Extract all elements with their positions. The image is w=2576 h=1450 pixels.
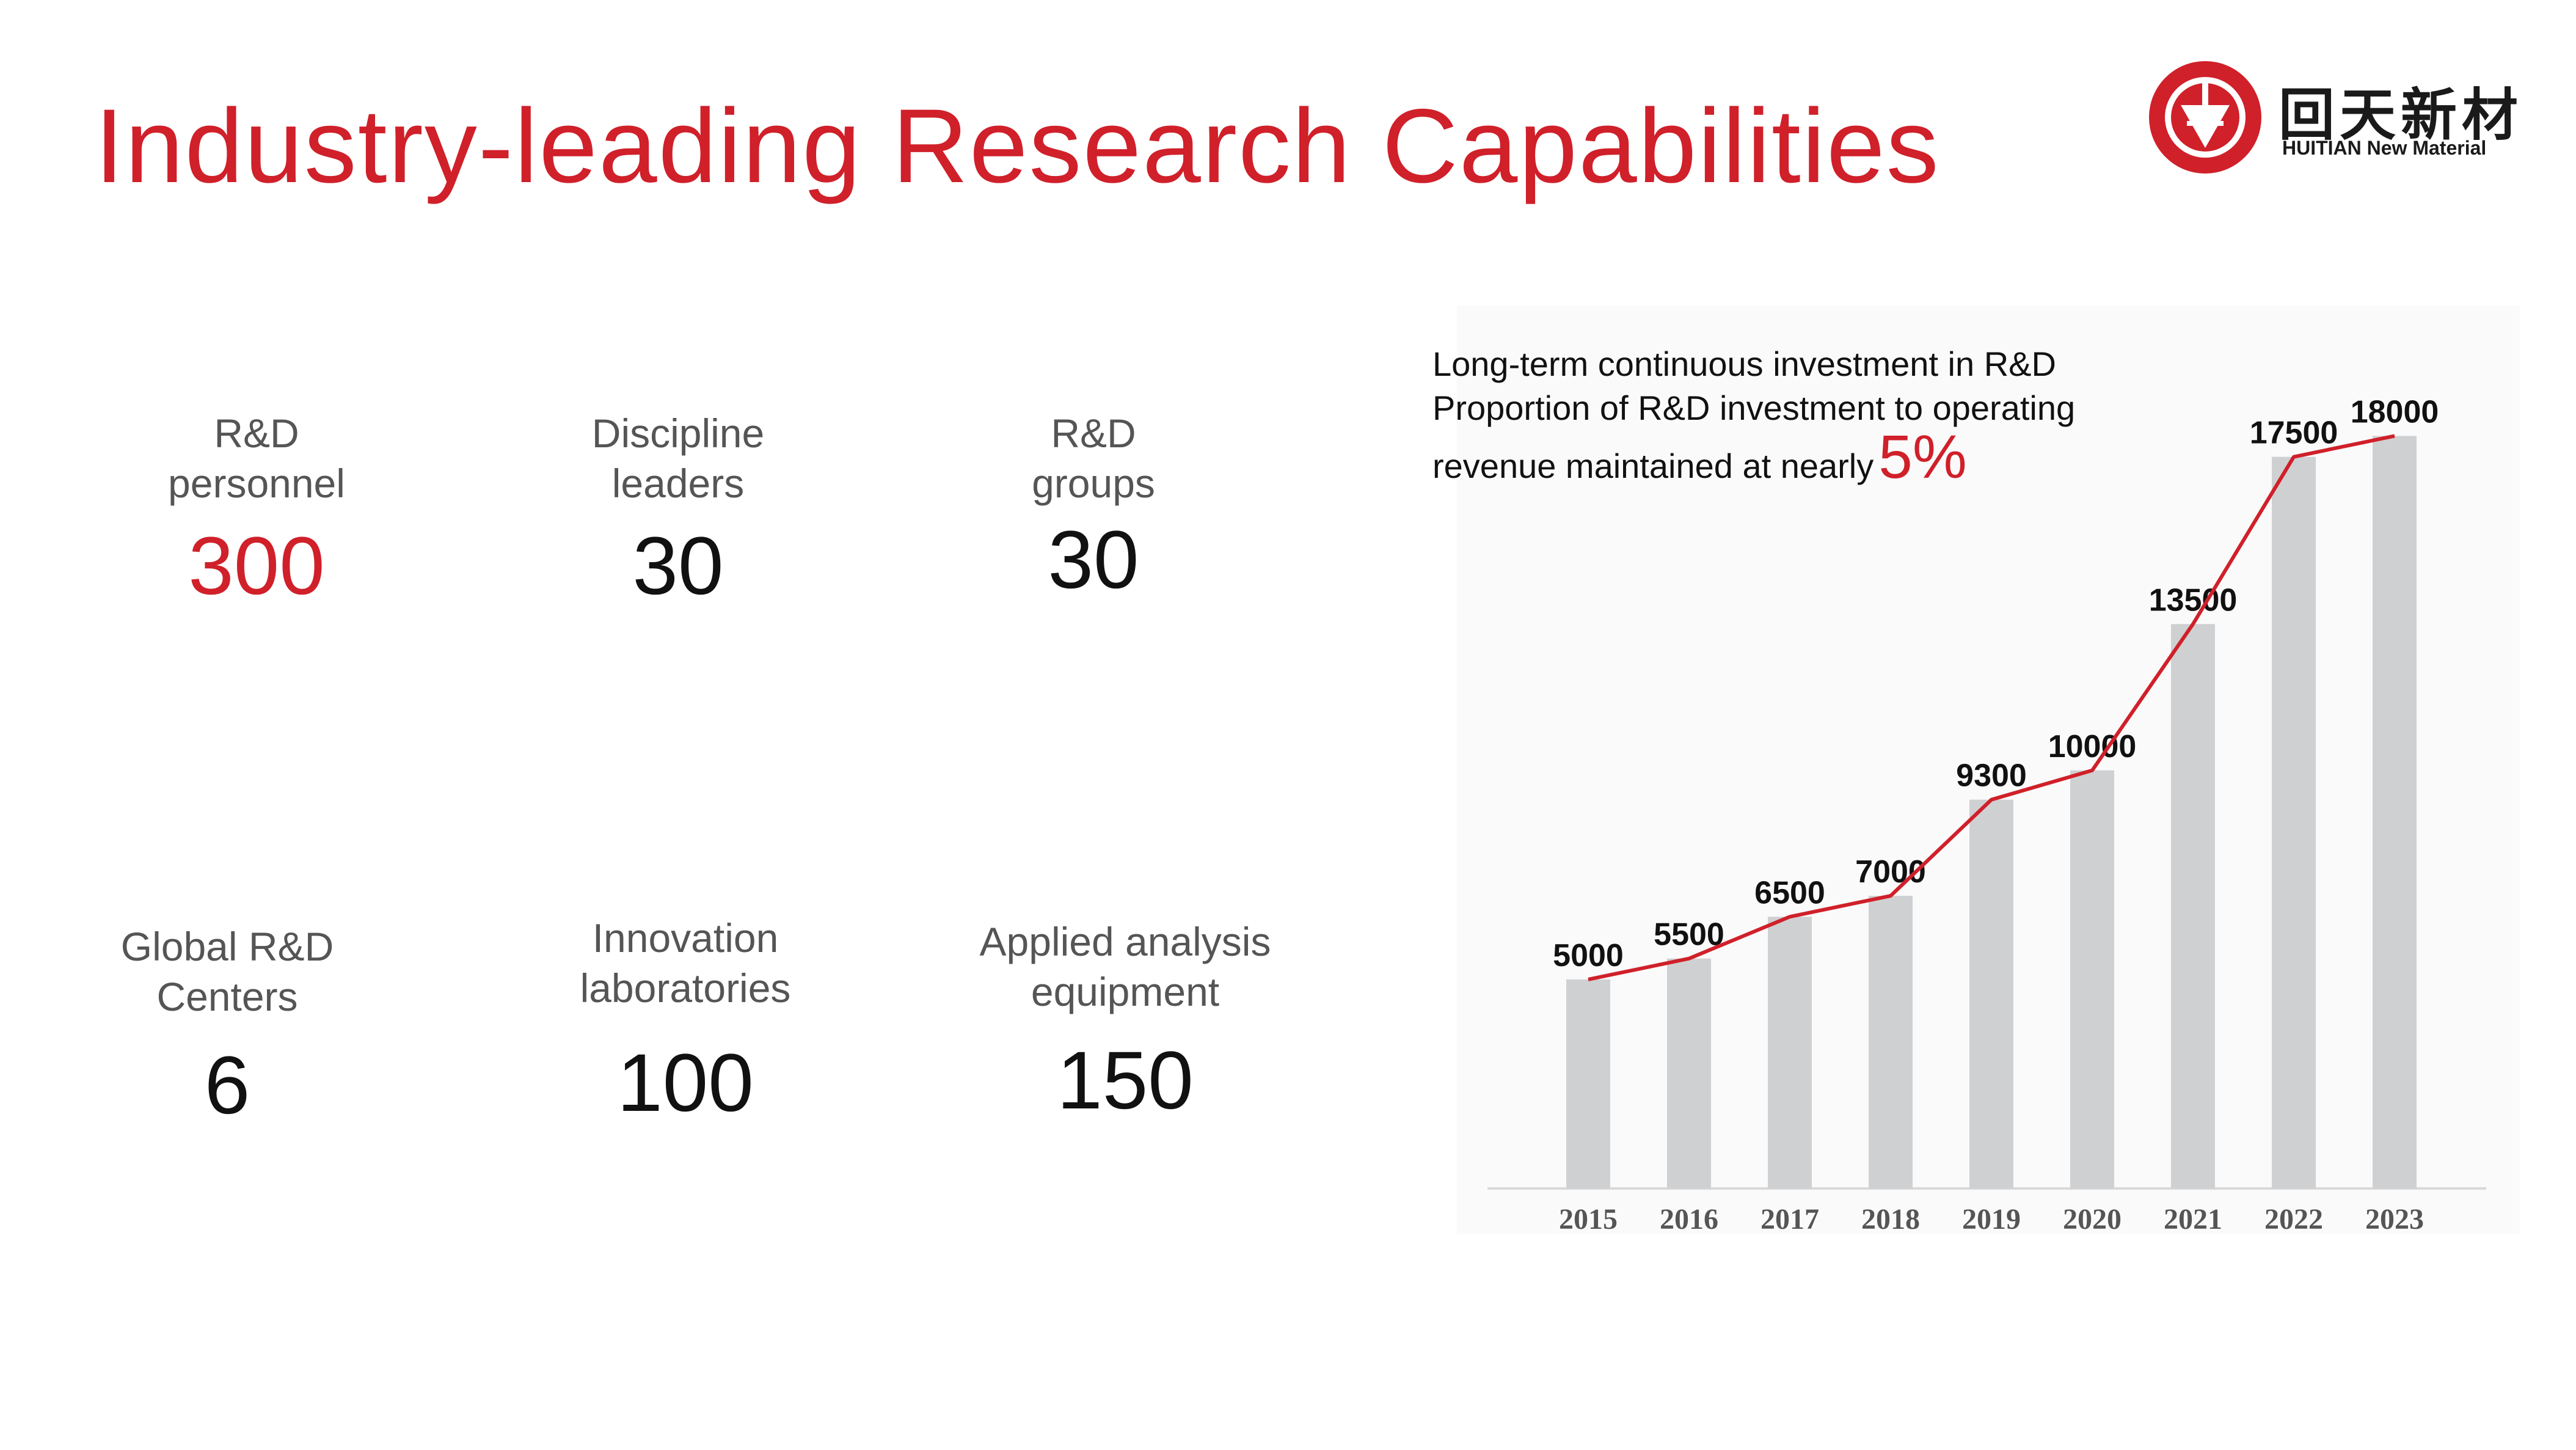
caption-percent: 5% (1878, 423, 1967, 491)
bar-value-label: 5500 (1654, 917, 1724, 953)
caption-line-2: Proportion of R&D investment to operatin… (1432, 389, 2076, 427)
stat-value: 30 (1048, 514, 1139, 606)
trend-line (1588, 434, 2395, 981)
bar (2272, 456, 2316, 1188)
stat-applied-analysis-equipment: Applied analysis equipment 150 (942, 917, 1308, 1127)
caption-line-1: Long-term continuous investment in R&D (1432, 345, 2056, 383)
stat-rd-groups: R&D groups 30 (910, 408, 1277, 606)
stat-global-rd-centers: Global R&D Centers 6 (44, 921, 410, 1132)
bar (1667, 958, 1711, 1188)
stat-label: equipment (1031, 969, 1220, 1014)
bar-value-label: 6500 (1754, 875, 1825, 910)
stat-value: 6 (204, 1040, 250, 1131)
x-tick-label: 2019 (1962, 1203, 2021, 1236)
stat-label: Centers (156, 974, 298, 1019)
stat-label: leaders (611, 461, 745, 506)
page-title: Industry-leading Research Capabilities (95, 87, 1940, 205)
stat-label: personnel (168, 461, 345, 506)
stat-value: 150 (1057, 1035, 1194, 1126)
bar (1768, 917, 1812, 1188)
bar (2171, 624, 2215, 1188)
bar (1869, 896, 1913, 1188)
bar-value-label: 10000 (2048, 729, 2137, 764)
stat-label: Global R&D (120, 924, 334, 969)
x-tick-label: 2021 (2164, 1203, 2222, 1236)
bar (1969, 799, 2013, 1188)
logo-emblem-icon (2149, 61, 2261, 174)
bar-value-label: 17500 (2250, 416, 2338, 451)
bar (2070, 770, 2114, 1188)
stat-label: Innovation (592, 915, 779, 961)
bar (1566, 979, 1610, 1188)
stat-label: R&D (214, 411, 299, 456)
stat-rd-personnel: R&D personnel 300 (73, 408, 440, 612)
stat-label: laboratories (580, 965, 791, 1011)
bar-value-label: 18000 (2351, 394, 2439, 430)
logo-name-cn: 回天新材 (2279, 82, 2523, 148)
stat-value: 300 (188, 521, 325, 612)
caption-line-3: revenue maintained at nearly (1432, 447, 1874, 485)
stat-label: groups (1032, 461, 1155, 506)
x-tick-label: 2016 (1660, 1203, 1718, 1236)
bar-value-label: 9300 (1956, 758, 2027, 794)
stat-innovation-laboratories: Innovation laboratories 100 (502, 913, 869, 1129)
bar-value-label: 5000 (1553, 938, 1624, 973)
caption-line-3-wrap: revenue maintained at nearly5% (1432, 427, 2075, 488)
x-tick-label: 2023 (2365, 1203, 2424, 1236)
company-logo: 回天新材 HUITIAN New Material (2144, 56, 2535, 178)
stat-value: 100 (617, 1038, 754, 1129)
stat-label: Applied analysis (979, 919, 1271, 964)
stat-discipline-leaders: Discipline leaders 30 (495, 408, 861, 612)
x-tick-label: 2015 (1559, 1203, 1618, 1236)
x-tick-label: 2022 (2264, 1203, 2323, 1236)
x-tick-label: 2018 (1861, 1203, 1920, 1236)
stat-label: R&D (1051, 411, 1136, 456)
stat-value: 30 (632, 521, 724, 612)
chart-caption: Long-term continuous investment in R&D P… (1432, 342, 2075, 488)
x-tick-label: 2017 (1761, 1203, 1819, 1236)
bar-value-label: 13500 (2149, 582, 2238, 618)
bar (2373, 436, 2417, 1188)
x-tick-label: 2020 (2063, 1203, 2122, 1236)
stat-label: Discipline (591, 411, 765, 456)
logo-name-en: HUITIAN New Material (2282, 137, 2487, 159)
